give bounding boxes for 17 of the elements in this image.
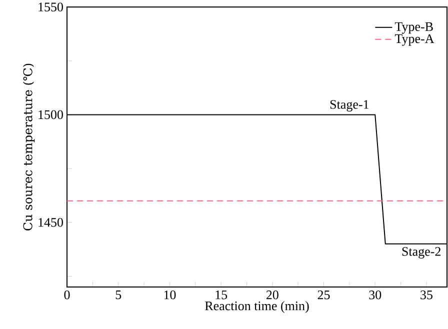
x-tick-label: 5 [116,290,122,300]
x-axis-title: Reaction time (min) [205,301,309,313]
annotation: Stage-2 [402,247,440,259]
x-tick-label: 0 [64,290,70,300]
x-tick-label: 20 [266,290,278,300]
legend-label: Type-B [394,22,433,34]
x-tick-label: 30 [369,290,382,300]
legend-label: Type-A [394,34,434,46]
x-tick-label: 25 [318,290,330,300]
y-tick-label: 1500 [38,110,63,120]
y-axis-title: Cu sourec temperature (℃) [23,64,35,230]
x-tick-label: 35 [420,290,432,300]
y-tick-label: 1550 [38,2,63,12]
annotation: Stage-1 [330,100,369,112]
y-tick-label: 1450 [38,218,63,227]
x-tick-label: 10 [164,290,176,300]
x-tick-label: 15 [216,290,228,300]
